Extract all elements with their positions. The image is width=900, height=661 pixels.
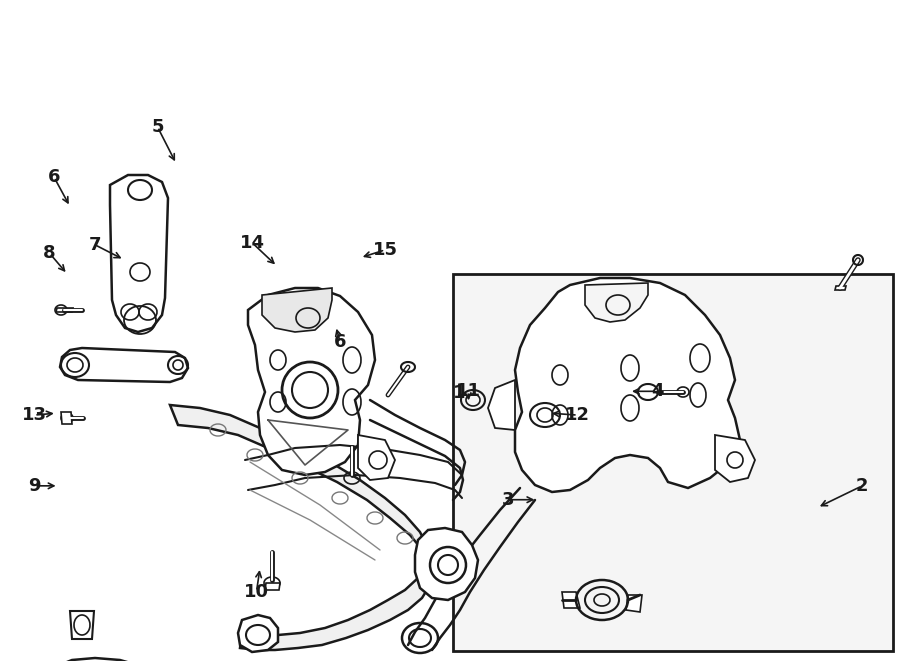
Polygon shape: [488, 380, 515, 430]
Polygon shape: [70, 611, 94, 639]
Text: 12: 12: [565, 406, 590, 424]
Polygon shape: [248, 288, 375, 475]
Polygon shape: [22, 658, 210, 661]
Text: 2: 2: [856, 477, 868, 495]
Text: 15: 15: [373, 241, 398, 259]
Polygon shape: [56, 308, 73, 312]
Polygon shape: [61, 412, 72, 424]
Text: 6: 6: [334, 333, 346, 352]
Text: 10: 10: [244, 582, 269, 601]
Polygon shape: [515, 278, 740, 492]
Text: 5: 5: [151, 118, 164, 136]
Text: 4: 4: [651, 382, 663, 401]
Polygon shape: [358, 435, 395, 480]
Text: 11: 11: [455, 382, 481, 401]
Polygon shape: [585, 283, 648, 322]
Polygon shape: [262, 288, 332, 332]
Polygon shape: [110, 175, 168, 332]
Text: 3: 3: [501, 490, 514, 509]
Polygon shape: [60, 348, 188, 382]
Polygon shape: [715, 435, 755, 482]
Text: 1: 1: [453, 384, 465, 403]
Polygon shape: [238, 615, 278, 652]
Polygon shape: [415, 528, 478, 600]
Polygon shape: [562, 592, 580, 608]
Polygon shape: [626, 595, 642, 612]
Polygon shape: [835, 286, 846, 290]
Text: 8: 8: [43, 244, 56, 262]
Bar: [453, 274, 893, 651]
Text: 9: 9: [28, 477, 40, 495]
Polygon shape: [170, 405, 432, 650]
Text: 7: 7: [88, 235, 101, 254]
Text: 6: 6: [48, 168, 60, 186]
Text: 13: 13: [22, 406, 47, 424]
Text: 14: 14: [239, 233, 265, 252]
Polygon shape: [265, 583, 280, 590]
